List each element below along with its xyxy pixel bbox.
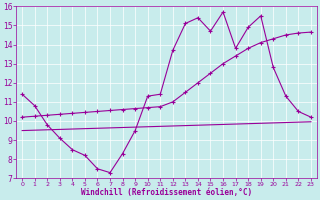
X-axis label: Windchill (Refroidissement éolien,°C): Windchill (Refroidissement éolien,°C)	[81, 188, 252, 197]
